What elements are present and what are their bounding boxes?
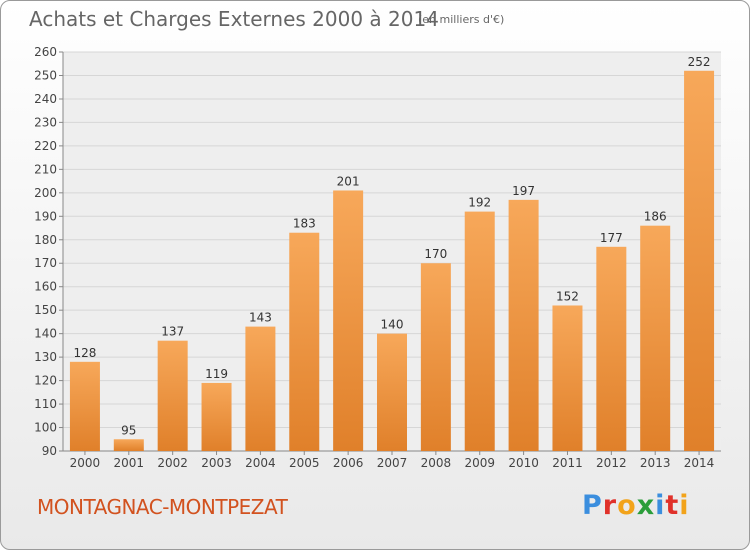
x-tick-label: 2008 [421,456,452,470]
data-label: 183 [293,217,316,231]
y-tick-label: 180 [34,233,57,247]
logo-letter: r [602,490,618,521]
data-label: 201 [337,174,360,188]
y-tick-label: 130 [34,350,57,364]
logo-letter: i [655,490,666,521]
x-tick-label: 2004 [245,456,276,470]
bar [333,190,364,451]
data-label: 192 [468,196,491,210]
bar [245,326,276,451]
bar [69,361,100,451]
bar [157,340,188,451]
y-tick-label: 120 [34,374,57,388]
bar [596,246,627,451]
y-tick-label: 170 [34,256,57,270]
x-tick-label: 2010 [508,456,539,470]
y-tick-label: 200 [34,186,57,200]
logo-letter: P [582,490,603,521]
y-tick-label: 210 [34,162,57,176]
x-tick-label: 2012 [596,456,627,470]
y-tick-label: 150 [34,303,57,317]
bar [640,225,671,451]
y-tick-label: 190 [34,209,57,223]
x-tick-label: 2002 [157,456,188,470]
x-tick-label: 2000 [70,456,101,470]
data-label: 140 [381,318,404,332]
data-label: 95 [121,423,136,437]
y-tick-label: 240 [34,92,57,106]
y-tick-label: 260 [34,45,57,59]
x-tick-label: 2003 [201,456,232,470]
chart-title: Achats et Charges Externes 2000 à 2014 [29,7,439,31]
y-tick-label: 160 [34,280,57,294]
y-tick-label: 140 [34,327,57,341]
data-label: 128 [73,346,96,360]
data-label: 143 [249,311,272,325]
commune-name: MONTAGNAC-MONTPEZAT [37,495,288,519]
data-label: 197 [512,184,535,198]
chart-unit: (en milliers d'€) [418,13,505,26]
x-tick-label: 2014 [684,456,715,470]
y-tick-label: 250 [34,68,57,82]
logo-letter: x [636,490,656,521]
y-tick-label: 100 [34,421,57,435]
data-label: 152 [556,289,579,303]
bar [289,232,320,451]
data-label: 119 [205,367,228,381]
x-tick-label: 2006 [333,456,364,470]
logo-letter: t [665,490,680,521]
y-tick-label: 90 [42,444,57,458]
y-tick-label: 110 [34,397,57,411]
x-tick-label: 2013 [640,456,671,470]
bar [464,211,495,451]
logo-letter: i [679,490,690,521]
data-label: 170 [424,247,447,261]
bar [113,439,144,451]
y-tick-label: 220 [34,139,57,153]
y-tick-label: 230 [34,115,57,129]
bar [684,70,715,451]
proxiti-logo: Proxiti [582,490,690,521]
data-label: 177 [600,231,623,245]
bar [552,305,583,451]
x-tick-label: 2009 [464,456,495,470]
data-label: 137 [161,325,184,339]
bar [201,382,232,451]
data-label: 252 [688,55,711,69]
data-label: 186 [644,210,667,224]
bar [420,263,451,451]
x-tick-label: 2007 [377,456,408,470]
logo-letter: o [617,490,637,521]
x-tick-label: 2001 [114,456,145,470]
bar [508,199,539,451]
bar [377,333,407,451]
x-tick-label: 2005 [289,456,320,470]
x-tick-label: 2011 [552,456,583,470]
